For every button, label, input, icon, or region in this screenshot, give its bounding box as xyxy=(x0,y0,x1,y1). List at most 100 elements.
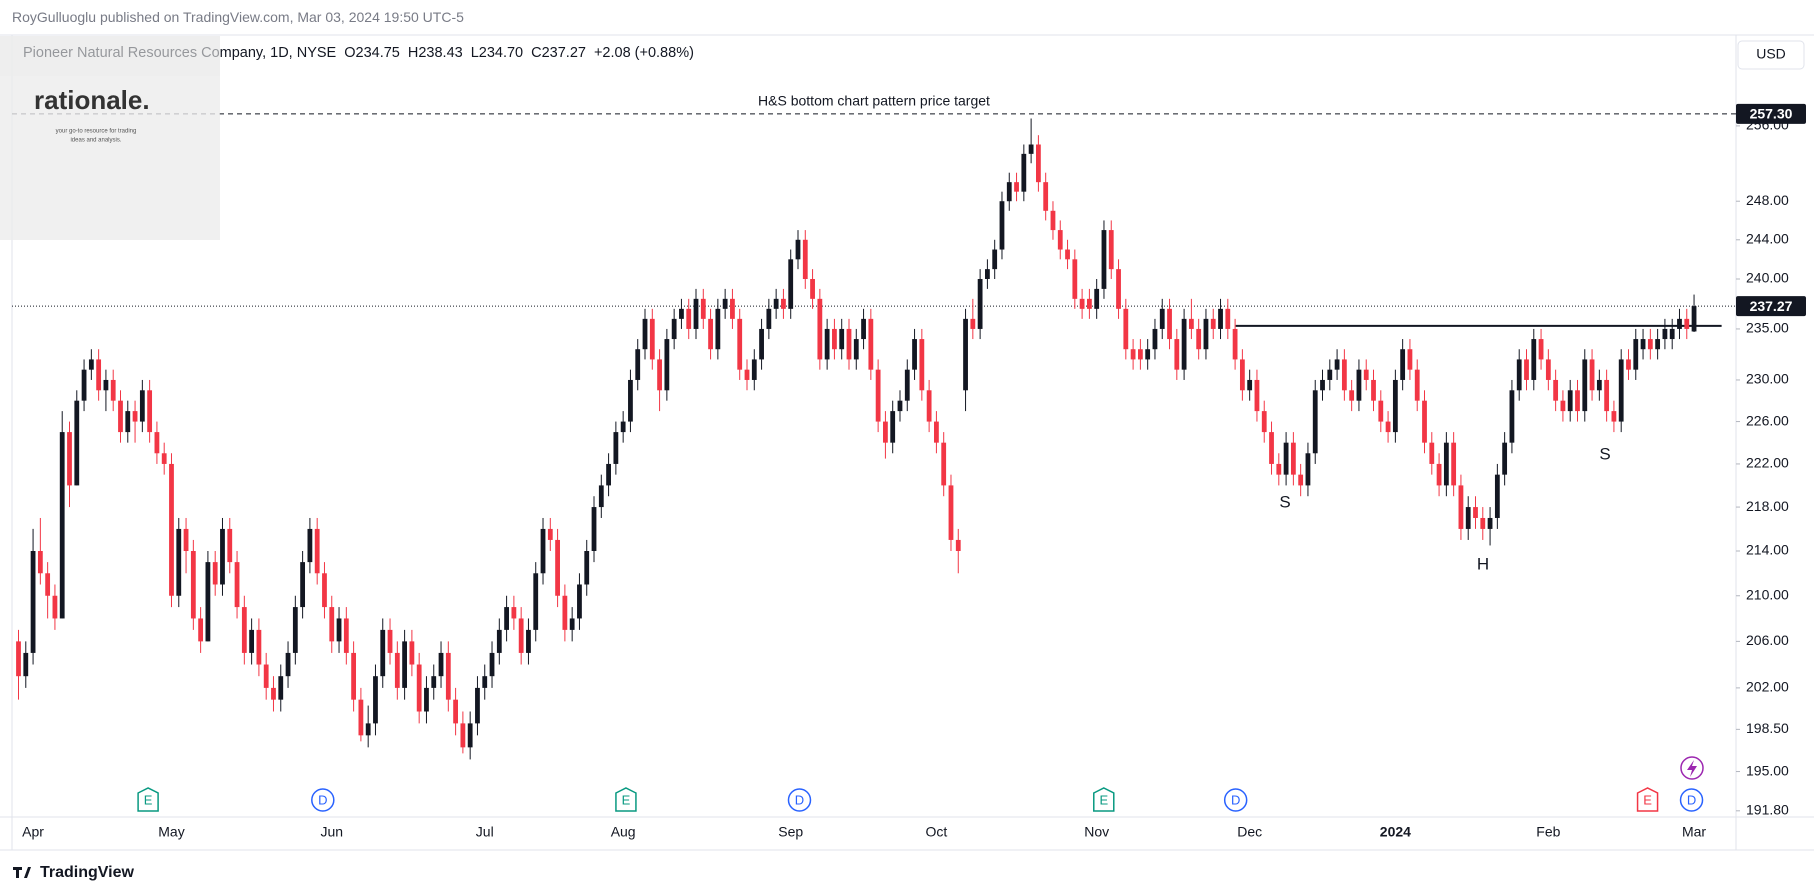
annotation: S xyxy=(1599,444,1610,463)
event-label: D xyxy=(795,792,804,807)
lightning-icon xyxy=(1680,756,1704,780)
candle-body xyxy=(1057,230,1063,250)
candle-body xyxy=(1684,318,1690,329)
annotation: H xyxy=(1477,554,1489,573)
y-tick-label: 210.00 xyxy=(1746,586,1789,602)
candle-body xyxy=(700,298,706,319)
candle-body xyxy=(547,528,553,540)
candle-body xyxy=(759,328,764,360)
candle-body xyxy=(1123,308,1129,350)
annotation: H&S bottom chart pattern price target xyxy=(758,93,990,109)
candle-body xyxy=(1108,230,1114,270)
candle-body xyxy=(1356,369,1362,401)
candle-body xyxy=(125,411,131,433)
candle-body xyxy=(1116,269,1121,309)
candle-body xyxy=(1167,308,1172,340)
candle-body xyxy=(1276,463,1282,475)
y-tick-label: 214.00 xyxy=(1746,542,1789,558)
candle-body xyxy=(1341,359,1347,391)
candle-body xyxy=(1582,359,1588,412)
x-tick-label: Aug xyxy=(611,824,636,840)
candle-body xyxy=(1502,442,1508,475)
candle-body xyxy=(679,308,684,319)
candle-body xyxy=(934,421,939,443)
y-tick-label: 195.00 xyxy=(1746,762,1789,778)
candle-body xyxy=(824,328,830,360)
candle-body xyxy=(788,259,794,309)
candle-body xyxy=(1086,298,1092,309)
candle-body xyxy=(241,607,247,653)
currency-button[interactable] xyxy=(1737,40,1805,70)
price-label: 257.30 xyxy=(1750,106,1793,122)
candle-body xyxy=(37,550,43,574)
y-tick-label: 226.00 xyxy=(1746,412,1789,428)
candle-body xyxy=(438,652,444,677)
candle-body xyxy=(227,528,233,563)
candle-body xyxy=(343,618,349,653)
candle-body xyxy=(387,629,393,653)
candle-body xyxy=(1647,339,1653,350)
candle-body xyxy=(467,723,473,748)
event-marker xyxy=(137,787,159,812)
candle-body xyxy=(1443,442,1449,486)
x-tick-label: Jun xyxy=(320,824,343,840)
event-marker xyxy=(1223,788,1248,812)
candle-body xyxy=(1203,318,1209,350)
candle-body xyxy=(424,687,429,712)
candle-body xyxy=(883,421,888,443)
candle-body xyxy=(1451,442,1457,486)
candle-body xyxy=(1669,328,1675,340)
candle-body xyxy=(380,629,386,677)
event-label: E xyxy=(1643,792,1652,807)
candle-body xyxy=(526,629,531,653)
quote-close: C237.27 xyxy=(531,45,586,61)
candle-body xyxy=(875,369,881,422)
candle-body xyxy=(620,421,626,433)
candle-body xyxy=(322,573,327,608)
footer-icon xyxy=(13,867,31,878)
candle-body xyxy=(1611,411,1617,422)
candle-body xyxy=(271,687,276,700)
candle-body xyxy=(1349,390,1355,401)
candle-body xyxy=(970,318,976,329)
event-marker xyxy=(787,788,812,812)
candle-body xyxy=(562,595,568,630)
y-tick-label: 202.00 xyxy=(1746,679,1789,695)
x-tick-label: Jul xyxy=(476,824,494,840)
candle-body xyxy=(657,359,662,391)
candle-body xyxy=(1247,379,1253,391)
candle-body xyxy=(496,629,502,653)
footer-logo xyxy=(13,867,31,878)
candle-body xyxy=(147,390,153,433)
y-tick-label: 244.00 xyxy=(1746,230,1789,246)
candle-body xyxy=(23,652,29,677)
candle-body xyxy=(74,400,80,486)
candle-body xyxy=(1662,328,1668,340)
candle-body xyxy=(1567,390,1573,412)
candle-body xyxy=(897,400,903,412)
candle-body xyxy=(416,664,422,712)
price-label: 237.27 xyxy=(1750,298,1793,314)
candle-body xyxy=(817,298,823,360)
candle-body xyxy=(1400,349,1406,380)
candle-body xyxy=(1436,463,1442,486)
candle-body xyxy=(1159,308,1165,329)
candle-body xyxy=(737,318,743,370)
candle-body xyxy=(292,607,298,653)
candle-body xyxy=(139,390,145,422)
candle-body xyxy=(1137,349,1143,360)
candle-body xyxy=(460,723,466,748)
candle-body xyxy=(1145,349,1151,360)
candle-body xyxy=(846,328,852,360)
candle-body xyxy=(1509,390,1515,443)
candle-body xyxy=(176,528,182,596)
currency-label[interactable]: USD xyxy=(1756,46,1786,62)
y-tick-label: 235.00 xyxy=(1746,320,1789,336)
candle-body xyxy=(1028,144,1034,154)
event-label: E xyxy=(622,792,631,807)
candle-body xyxy=(1101,230,1107,289)
x-tick-label: Sep xyxy=(778,824,803,840)
candle-body xyxy=(1014,182,1019,192)
